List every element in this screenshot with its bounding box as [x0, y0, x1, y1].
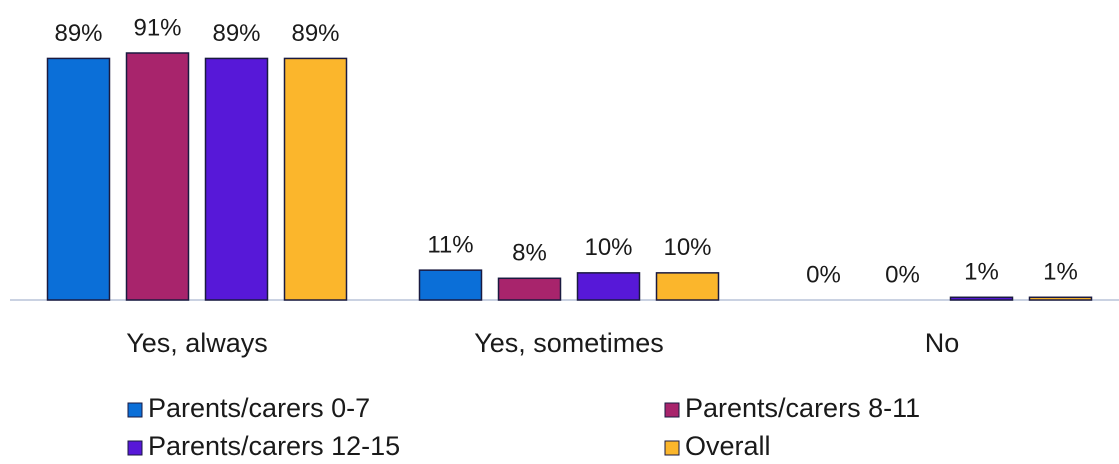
data-label: 11% [427, 231, 473, 258]
bar [418, 269, 483, 301]
bar [125, 52, 190, 301]
data-label: 91% [133, 14, 181, 41]
bar [576, 272, 641, 301]
legend-swatch [664, 440, 680, 456]
data-label: 1% [1043, 259, 1078, 286]
legend-label: Parents/carers 12-15 [148, 431, 400, 461]
bar [204, 57, 269, 301]
x-tick-label: Yes, always [126, 328, 268, 358]
bar [655, 272, 720, 301]
data-label: 8% [512, 240, 547, 267]
data-label: 0% [885, 261, 920, 288]
data-label: 89% [54, 20, 102, 47]
bar [46, 57, 111, 301]
data-label: 10% [584, 234, 632, 261]
data-label: 0% [806, 261, 841, 288]
bar [1028, 296, 1093, 301]
legend-label: Parents/carers 8-11 [685, 393, 920, 423]
bar [949, 296, 1014, 301]
data-label: 10% [663, 234, 711, 261]
data-label: 89% [212, 20, 260, 47]
data-label: 89% [291, 20, 339, 47]
x-tick-label: No [925, 328, 960, 358]
data-label: 1% [964, 259, 999, 286]
legend-label: Overall [685, 431, 771, 461]
legend-swatch [127, 402, 143, 418]
bar [497, 277, 562, 301]
x-tick-label: Yes, sometimes [474, 328, 664, 358]
legend-swatch [127, 440, 143, 456]
legend-swatch [664, 402, 680, 418]
legend-label: Parents/carers 0-7 [148, 393, 370, 423]
bar [283, 57, 348, 301]
